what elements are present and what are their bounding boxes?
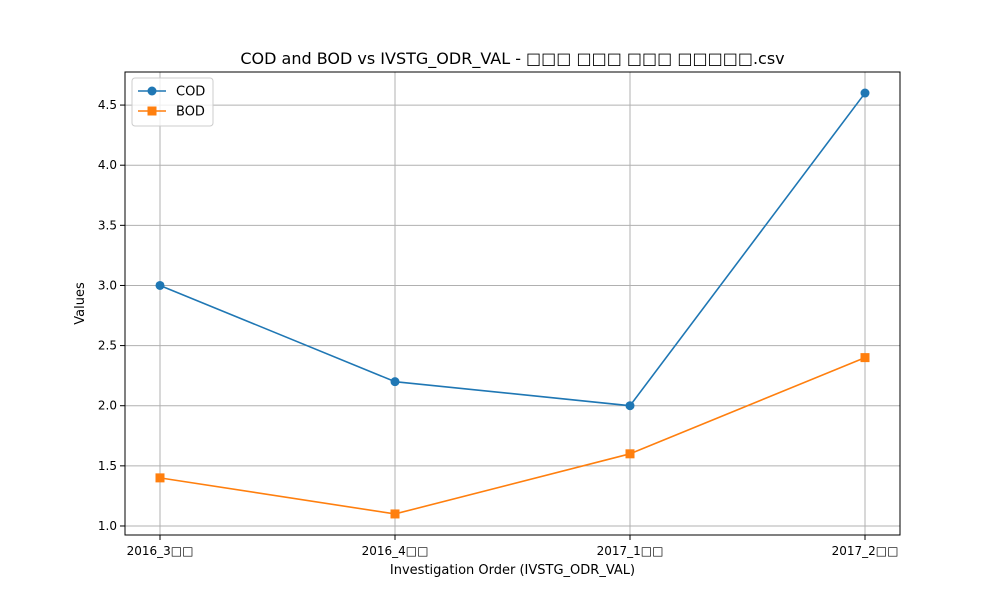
legend-label-cod: COD [176,85,205,100]
y-tick-label: 1.5 [98,459,117,473]
x-tick-label: 2017_2□□ [832,544,899,558]
data-point-cod [860,88,870,98]
legend: COD BOD [131,77,214,127]
x-axis-label: Investigation Order (IVSTG_ODR_VAL) [390,563,635,578]
grid-lines [125,72,900,535]
y-tick-label: 4.0 [98,158,117,172]
plot-frame [124,71,901,536]
data-point-cod [625,401,635,411]
y-tick-label: 3.5 [98,218,117,232]
x-tick-label: 2017_1□□ [597,544,664,558]
legend-label-bod: BOD [176,105,205,120]
legend-marker-bod [147,106,157,116]
y-axis-label: Values [73,282,88,325]
y-tick-label: 2.5 [98,339,117,353]
data-point-bod [860,353,870,363]
series-line-cod [159,92,866,407]
legend-marker-cod [147,86,157,96]
chart-title: COD and BOD vs IVSTG_ODR_VAL - □□□ □□□ □… [240,49,784,69]
y-tick-label: 4.5 [98,98,117,112]
data-point-bod [390,509,400,519]
x-tick-label: 2016_4□□ [362,544,429,558]
series-line-bod [159,356,866,515]
series-layer [155,88,870,519]
x-tick-label: 2016_3□□ [127,544,194,558]
axes: 2016_3□□ 2016_4□□ 2017_1□□ 2017_2□□ 1.0 1.5 2.… [98,71,901,558]
data-point-bod [625,449,635,459]
data-point-cod [155,280,165,290]
y-tick-label: 2.0 [98,399,117,413]
data-point-bod [155,473,165,483]
data-point-cod [390,377,400,387]
y-tick-label: 3.0 [98,278,117,292]
y-tick-label: 1.0 [98,519,117,533]
